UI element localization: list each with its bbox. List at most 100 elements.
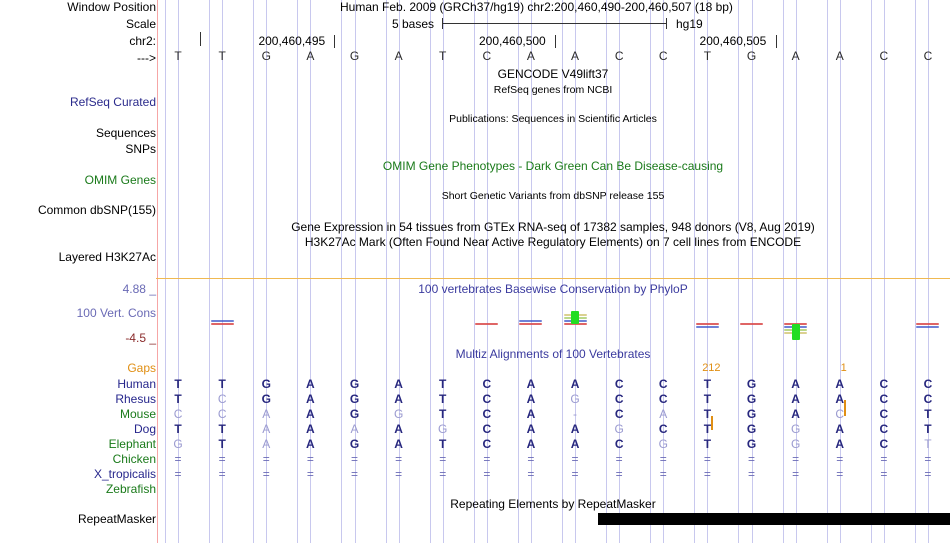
- reference-base: C: [879, 49, 889, 63]
- alignment-base: G: [349, 377, 360, 391]
- ruler-tick-label: 200,460,495: [258, 34, 326, 48]
- alignment-base: =: [350, 467, 358, 481]
- alignment-base: A: [526, 407, 536, 421]
- alignment-base: =: [483, 467, 491, 481]
- alignment-base: A: [835, 392, 845, 406]
- alignment-base: C: [482, 392, 492, 406]
- alignment-base: T: [924, 422, 932, 436]
- alignment-base: =: [174, 467, 182, 481]
- alignment-base: =: [571, 452, 579, 466]
- alignment-base: T: [174, 422, 182, 436]
- alignment-base: A: [835, 377, 845, 391]
- alignment-base: =: [659, 452, 667, 466]
- alignment-base: =: [350, 452, 358, 466]
- alignment-base: A: [526, 437, 536, 451]
- track-label-strand-arrow[interactable]: --->: [137, 51, 156, 65]
- alignment-base: A: [570, 437, 580, 451]
- alignment-base: G: [261, 377, 271, 391]
- alignment-base: A: [791, 377, 800, 391]
- alignment-base: =: [395, 467, 403, 481]
- conservation-bar: [563, 323, 587, 325]
- alignment-base: =: [615, 467, 623, 481]
- track-label-refseq-curated[interactable]: RefSeq Curated: [69, 95, 156, 109]
- track-label-cons-track[interactable]: 100 Vert. Cons: [76, 306, 156, 320]
- conservation-bar: [475, 323, 499, 325]
- alignment-base: A: [835, 437, 845, 451]
- alignment-base: =: [174, 452, 182, 466]
- alignment-base: =: [880, 452, 888, 466]
- track-label-scale[interactable]: Scale: [125, 17, 156, 31]
- repeatmasker-feature-bar[interactable]: [598, 513, 950, 525]
- alignment-row: = = = = = = = = = = = = = = = = = =: [0, 468, 950, 481]
- track-label-common-dbsnp[interactable]: Common dbSNP(155): [37, 203, 156, 217]
- gap-size-label: 212: [702, 362, 721, 374]
- alignment-base: =: [439, 452, 447, 466]
- track-label-gaps[interactable]: Gaps: [127, 361, 156, 375]
- conservation-bar: [519, 320, 543, 322]
- species-label-mouse[interactable]: Mouse: [119, 407, 156, 421]
- track-label-snps[interactable]: SNPs: [125, 142, 156, 156]
- alignment-base: C: [879, 377, 889, 391]
- alignment-base: C: [217, 392, 227, 406]
- caption-publications: Publications: Sequences in Scientific Ar…: [449, 113, 657, 125]
- alignment-base: A: [526, 392, 536, 406]
- conservation-bar: [695, 323, 719, 325]
- alignment-base: A: [835, 422, 845, 436]
- track-label-window-position[interactable]: Window Position: [67, 0, 156, 14]
- alignment-base: T: [703, 422, 712, 436]
- alignment-base: T: [218, 377, 226, 391]
- phylop-conservation-track[interactable]: [156, 278, 950, 345]
- alignment-base: G: [614, 422, 624, 436]
- alignment-base: T: [439, 392, 447, 406]
- alignment-base: T: [174, 392, 182, 406]
- alignment-base: G: [438, 422, 448, 436]
- track-label-chrom[interactable]: chr2:: [129, 34, 156, 48]
- track-label-sequences[interactable]: Sequences: [95, 126, 156, 140]
- track-label-cons-min[interactable]: -4.5 _: [125, 331, 156, 345]
- reference-base: T: [703, 49, 712, 63]
- alignment-row: [0, 483, 950, 496]
- species-label-human[interactable]: Human: [117, 377, 156, 391]
- alignment-base: T: [439, 407, 447, 421]
- alignment-base: =: [792, 452, 800, 466]
- species-label-chicken[interactable]: Chicken: [112, 452, 156, 466]
- species-label-elephant[interactable]: Elephant: [108, 437, 156, 451]
- alignment-base: =: [659, 467, 667, 481]
- caption-phylop: 100 vertebrates Basewise Conservation by…: [418, 282, 688, 296]
- alignment-base: T: [439, 377, 447, 391]
- reference-base: T: [439, 49, 447, 63]
- reference-base: A: [571, 49, 580, 63]
- alignment-base: C: [923, 392, 933, 406]
- track-label-layered-h3k27ac[interactable]: Layered H3K27Ac: [58, 250, 156, 264]
- alignment-base: =: [747, 467, 755, 481]
- conservation-bar: [791, 324, 800, 340]
- conservation-top-boundary: [156, 278, 950, 279]
- conservation-bar: [695, 326, 719, 328]
- track-label-cons-max[interactable]: 4.88 _: [122, 282, 156, 296]
- reference-base: A: [835, 49, 844, 63]
- caption-omim-phenotypes: OMIM Gene Phenotypes - Dark Green Can Be…: [382, 159, 724, 173]
- species-label-zebrafish[interactable]: Zebrafish: [105, 482, 156, 496]
- species-label-x-tropicalis[interactable]: X_tropicalis: [93, 467, 156, 481]
- assembly-db-label: hg19: [676, 17, 703, 31]
- alignment-base: A: [262, 422, 271, 436]
- alignment-base: G: [746, 377, 757, 391]
- alignment-base: G: [790, 422, 801, 436]
- alignment-base: C: [482, 437, 492, 451]
- alignment-base: C: [658, 377, 668, 391]
- species-label-rhesus[interactable]: Rhesus: [115, 392, 156, 406]
- track-label-omim-genes[interactable]: OMIM Genes: [84, 173, 156, 187]
- alignment-base: A: [570, 377, 580, 391]
- alignment-base: =: [924, 467, 932, 481]
- caption-gencode: GENCODE V49lift37: [497, 67, 609, 81]
- species-label-dog[interactable]: Dog: [133, 422, 156, 436]
- reference-base: A: [791, 49, 800, 63]
- scale-label: 5 bases: [392, 17, 435, 31]
- alignment-base: =: [395, 452, 403, 466]
- track-label-repeatmasker[interactable]: RepeatMasker: [77, 512, 156, 526]
